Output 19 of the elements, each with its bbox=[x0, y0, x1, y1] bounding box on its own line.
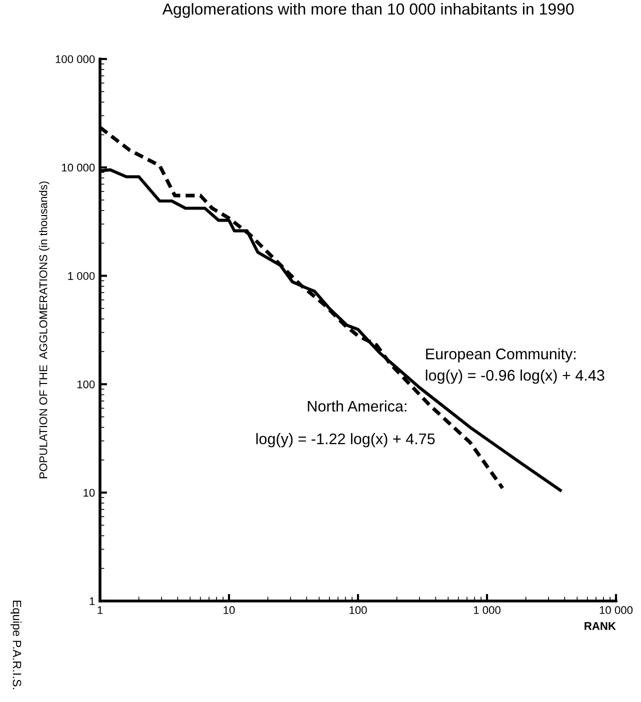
x-tick-label: 1 000 bbox=[474, 606, 500, 614]
x-tick-label: 100 bbox=[350, 606, 367, 614]
x-axis-title: RANK bbox=[584, 622, 616, 630]
annotation: log(y) = -0.96 log(x) + 4.43 bbox=[426, 370, 604, 384]
y-tick-label: 1 bbox=[90, 597, 95, 606]
y-tick-label: 100 bbox=[77, 380, 95, 388]
y-tick-label: 10 000 bbox=[62, 164, 95, 172]
series-label: North America: bbox=[308, 400, 406, 412]
x-tick-label: 1 bbox=[98, 606, 103, 614]
x-tick-label: 10 bbox=[224, 606, 235, 614]
y-tick-label: 10 bbox=[84, 488, 95, 497]
x-tick-label: 10 000 bbox=[600, 606, 633, 614]
y-axis-title: POPULATION OF THE AGGLOMERATIONS (in thousands) bbox=[39, 182, 50, 478]
series-label: European Community: bbox=[426, 348, 576, 362]
text: Equipe P.A.R.I.S. bbox=[10, 600, 22, 690]
y-tick-label: 1 000 bbox=[68, 272, 95, 280]
chart-title: Agglomerations with more than 10 000 inhabitants in 1990 bbox=[162, 2, 574, 18]
y-tick-label: 100 000 bbox=[56, 55, 95, 64]
annotation: log(y) = -1.22 log(x) + 4.75 bbox=[256, 433, 435, 448]
